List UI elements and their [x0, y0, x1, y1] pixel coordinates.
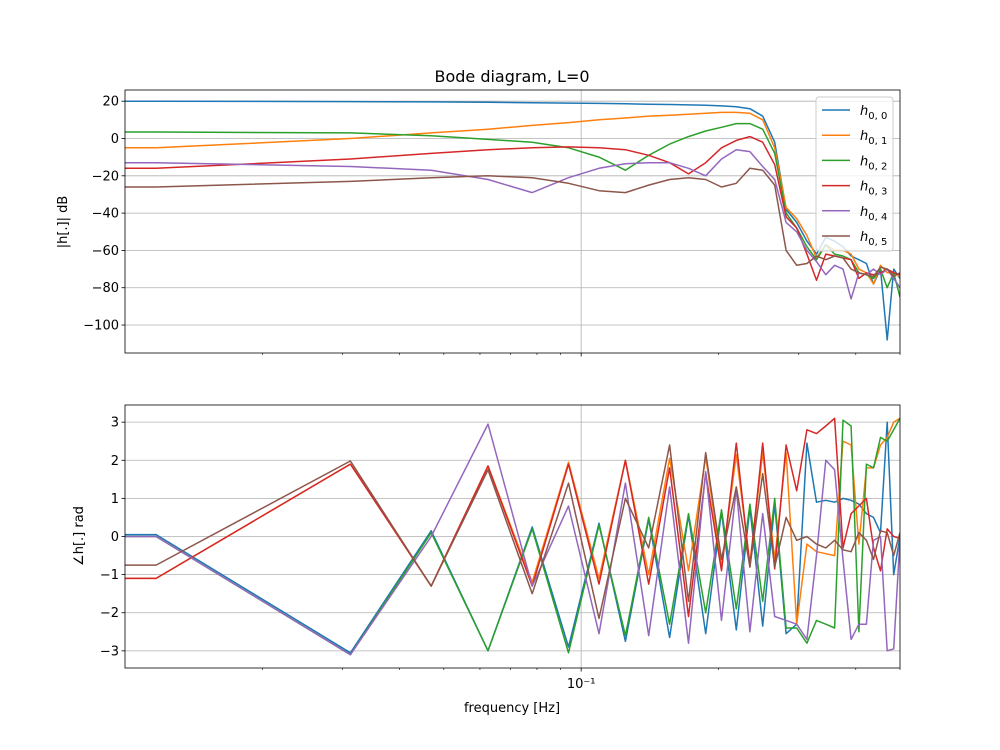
mag-series-2 — [125, 122, 900, 298]
mag-ytick-label: 20 — [102, 95, 119, 110]
mag-series-5 — [125, 167, 900, 278]
mag-series-4 — [125, 148, 900, 300]
phase-ytick-label: −2 — [100, 606, 119, 621]
phase-series-5 — [125, 444, 900, 620]
legend-entry: h0, 1 — [822, 129, 887, 147]
mag-ytick-label: −80 — [92, 281, 119, 296]
phase-ytick-label: −3 — [100, 644, 119, 659]
phase-ylabel: ∠h[.] rad — [72, 506, 87, 566]
legend-entry: h0, 4 — [822, 205, 887, 223]
legend-label: h0, 1 — [860, 129, 887, 147]
mag-series-1 — [125, 111, 900, 285]
phase-series-3 — [125, 417, 900, 618]
magnitude-plot: 20 0 −20 −40 −60 −80 −100 — [83, 89, 901, 357]
legend-label: h0, 2 — [860, 154, 887, 172]
mag-ytick-label: −20 — [92, 169, 119, 184]
phase-ytick-label: 2 — [111, 454, 119, 469]
legend-entry: h0, 0 — [822, 104, 887, 122]
legend-label: h0, 5 — [860, 230, 887, 248]
phase-ytick-label: 0 — [111, 530, 119, 545]
legend-entry: h0, 3 — [822, 180, 887, 198]
legend-entry: h0, 2 — [822, 154, 887, 172]
mag-series-0 — [125, 100, 900, 341]
magnitude-ylabel: |h[.]| dB — [56, 196, 71, 249]
legend-entry: h0, 5 — [822, 230, 887, 248]
chart-title: Bode diagram, L=0 — [434, 67, 589, 86]
legend-label: h0, 0 — [860, 104, 887, 122]
phase-series-1 — [125, 417, 900, 625]
mag-ytick-label: 0 — [111, 132, 119, 147]
phase-series-4 — [125, 423, 900, 656]
mag-axes-frame — [124, 89, 901, 354]
mag-series-3 — [125, 135, 900, 282]
legend-label: h0, 4 — [860, 205, 887, 223]
phase-ytick-label: 3 — [111, 416, 119, 431]
phase-xtick-label: 10⁻¹ — [567, 677, 596, 692]
phase-plot: 3 2 1 0 −1 −2 −3 10⁻¹ — [100, 404, 901, 692]
frequency-xlabel: frequency [Hz] — [464, 701, 560, 716]
phase-ytick-label: 1 — [111, 492, 119, 507]
legend-label: h0, 3 — [860, 180, 887, 198]
legend: h0, 0 h0, 1 h0, 2 h0, 3 h0, 4 h0, 5 — [815, 96, 894, 252]
phase-ytick-label: −1 — [100, 568, 119, 583]
phase-series-2 — [125, 417, 900, 656]
mag-ytick-label: −100 — [83, 319, 119, 334]
mag-ytick-label: −40 — [92, 207, 119, 222]
mag-ytick-label: −60 — [92, 244, 119, 259]
